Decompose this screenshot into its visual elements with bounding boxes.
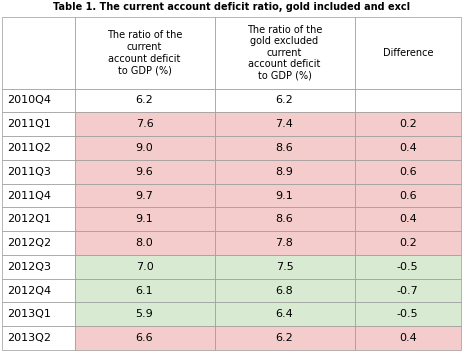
Text: 8.0: 8.0 xyxy=(136,238,153,248)
Text: 5.9: 5.9 xyxy=(136,309,153,319)
Text: 2011Q4: 2011Q4 xyxy=(7,190,51,201)
Text: 9.0: 9.0 xyxy=(136,143,153,153)
Bar xyxy=(2,231,75,255)
Text: 8.9: 8.9 xyxy=(275,167,294,177)
Bar xyxy=(355,231,461,255)
Bar xyxy=(2,136,75,160)
Bar xyxy=(2,17,75,89)
Text: 2012Q2: 2012Q2 xyxy=(7,238,51,248)
Bar xyxy=(355,160,461,184)
Text: 7.5: 7.5 xyxy=(275,262,294,272)
Bar xyxy=(214,89,355,112)
Text: -0.5: -0.5 xyxy=(397,309,419,319)
Text: 2011Q1: 2011Q1 xyxy=(7,119,51,129)
Bar xyxy=(2,112,75,136)
Bar xyxy=(355,136,461,160)
Bar xyxy=(214,17,355,89)
Bar xyxy=(2,207,75,231)
Bar xyxy=(214,279,355,302)
Bar xyxy=(355,279,461,302)
Text: -0.7: -0.7 xyxy=(397,285,419,296)
Text: 0.4: 0.4 xyxy=(399,214,417,224)
Text: 2011Q3: 2011Q3 xyxy=(7,167,51,177)
Text: 8.6: 8.6 xyxy=(275,214,294,224)
Text: 6.4: 6.4 xyxy=(275,309,294,319)
Bar xyxy=(75,231,214,255)
Text: 7.8: 7.8 xyxy=(275,238,294,248)
Bar xyxy=(214,231,355,255)
Text: 9.7: 9.7 xyxy=(136,190,153,201)
Text: 6.6: 6.6 xyxy=(136,333,153,343)
Text: The ratio of the
current
account deficit
to GDP (%): The ratio of the current account deficit… xyxy=(107,30,182,75)
Bar xyxy=(355,184,461,207)
Bar xyxy=(2,160,75,184)
Bar xyxy=(355,207,461,231)
Text: Table 1. The current account deficit ratio, gold included and excl: Table 1. The current account deficit rat… xyxy=(53,2,410,12)
Text: 9.1: 9.1 xyxy=(275,190,294,201)
Text: The ratio of the
gold excluded
current
account deficit
to GDP (%): The ratio of the gold excluded current a… xyxy=(247,25,322,81)
Text: 9.6: 9.6 xyxy=(136,167,153,177)
Text: 0.2: 0.2 xyxy=(399,119,417,129)
Text: 6.8: 6.8 xyxy=(275,285,294,296)
Bar xyxy=(355,326,461,350)
Bar xyxy=(75,17,214,89)
Bar xyxy=(2,326,75,350)
Bar xyxy=(214,112,355,136)
Bar xyxy=(214,160,355,184)
Bar xyxy=(75,326,214,350)
Bar xyxy=(214,207,355,231)
Bar xyxy=(2,279,75,302)
Text: 0.4: 0.4 xyxy=(399,143,417,153)
Text: 7.6: 7.6 xyxy=(136,119,153,129)
Bar xyxy=(214,136,355,160)
Text: 0.6: 0.6 xyxy=(399,190,417,201)
Text: 0.2: 0.2 xyxy=(399,238,417,248)
Text: 2013Q2: 2013Q2 xyxy=(7,333,51,343)
Bar xyxy=(2,255,75,279)
Bar xyxy=(75,302,214,326)
Bar xyxy=(75,255,214,279)
Text: 2013Q1: 2013Q1 xyxy=(7,309,51,319)
Text: 6.1: 6.1 xyxy=(136,285,153,296)
Text: -0.5: -0.5 xyxy=(397,262,419,272)
Bar xyxy=(75,207,214,231)
Bar xyxy=(75,112,214,136)
Bar xyxy=(355,255,461,279)
Text: Difference: Difference xyxy=(382,48,433,58)
Bar xyxy=(2,302,75,326)
Bar xyxy=(214,302,355,326)
Bar xyxy=(75,136,214,160)
Text: 6.2: 6.2 xyxy=(275,333,294,343)
Bar xyxy=(355,112,461,136)
Text: 0.6: 0.6 xyxy=(399,167,417,177)
Bar xyxy=(214,326,355,350)
Text: 6.2: 6.2 xyxy=(275,95,294,106)
Text: 7.0: 7.0 xyxy=(136,262,153,272)
Bar xyxy=(355,302,461,326)
Bar xyxy=(75,89,214,112)
Text: 2010Q4: 2010Q4 xyxy=(7,95,51,106)
Text: 0.4: 0.4 xyxy=(399,333,417,343)
Bar xyxy=(75,279,214,302)
Text: 2012Q1: 2012Q1 xyxy=(7,214,51,224)
Bar xyxy=(355,89,461,112)
Bar xyxy=(214,255,355,279)
Text: 2012Q4: 2012Q4 xyxy=(7,285,51,296)
Text: 7.4: 7.4 xyxy=(275,119,294,129)
Bar xyxy=(2,89,75,112)
Bar xyxy=(75,184,214,207)
Text: 9.1: 9.1 xyxy=(136,214,153,224)
Bar xyxy=(355,17,461,89)
Text: 2012Q3: 2012Q3 xyxy=(7,262,51,272)
Text: 8.6: 8.6 xyxy=(275,143,294,153)
Bar xyxy=(75,160,214,184)
Text: 6.2: 6.2 xyxy=(136,95,153,106)
Text: 2011Q2: 2011Q2 xyxy=(7,143,51,153)
Bar xyxy=(2,184,75,207)
Bar xyxy=(214,184,355,207)
